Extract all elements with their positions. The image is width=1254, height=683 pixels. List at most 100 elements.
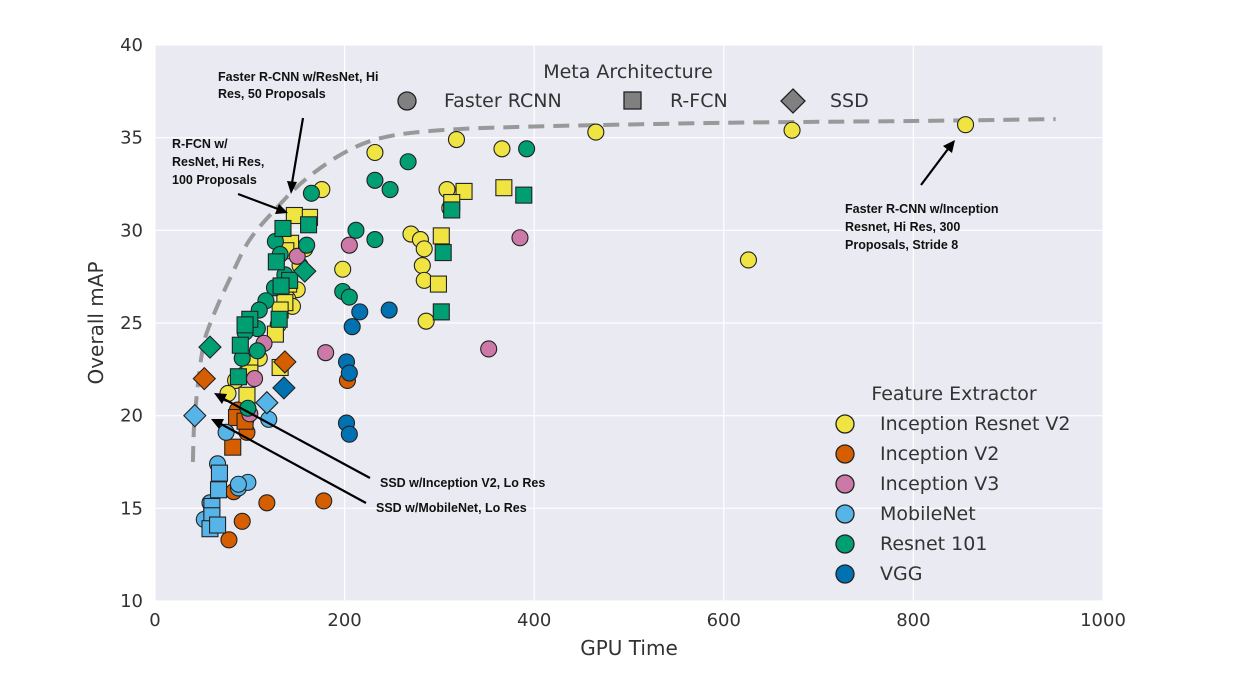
meta-legend-label-faster-rcnn: Faster RCNN [444, 90, 562, 112]
data-point-circle-vgg [340, 425, 358, 443]
data-point-diamond-mobilenet [183, 403, 207, 428]
data-point-circle-inception-resnet-v2 [413, 256, 431, 275]
data-point-circle-inception-resnet-v2 [415, 240, 433, 258]
meta-legend-diamond-icon [780, 88, 806, 114]
data-point-circle-inception-v2 [233, 512, 251, 530]
legend-label-inception-resnet-v2: Inception Resnet V2 [880, 413, 1071, 435]
annotation-faster-rcnn-inception-resnet-line-3: Proposals, Stride 8 [845, 238, 958, 252]
data-point-square-resnet-101 [229, 368, 247, 386]
annotation-ssd-mobilenet-text: SSD w/MobileNet, Lo Res [376, 501, 527, 515]
annotation-faster-rcnn-resnet-line-2: Res, 50 Proposals [218, 87, 326, 101]
data-point-diamond-inception-v2 [273, 350, 297, 374]
data-point-circle-resnet-101 [518, 140, 536, 158]
meta-legend-label-ssd: SSD [830, 90, 869, 112]
annotation-ssd-mobilenet-arrow [220, 423, 367, 504]
x-axis-title: GPU Time [580, 636, 678, 660]
annotation-faster-rcnn-resnet-line-1: Faster R-CNN w/ResNet, Hi [218, 70, 378, 84]
data-point-circle-resnet-101 [366, 231, 384, 249]
data-point-circle-resnet-101 [381, 181, 399, 199]
data-point-circle-inception-resnet-v2 [739, 251, 757, 269]
data-point-square-mobilenet [209, 516, 227, 534]
y-tick-label: 10 [120, 591, 143, 612]
data-point-square-inception-resnet-v2 [285, 206, 303, 225]
data-points [183, 116, 975, 549]
x-tick-label: 0 [149, 610, 160, 631]
data-point-circle-inception-v2 [315, 492, 333, 510]
data-point-square-mobilenet [210, 464, 229, 482]
data-point-square-inception-resnet-v2 [432, 227, 450, 245]
data-point-square-resnet-101 [270, 310, 288, 328]
data-point-circle-vgg [380, 301, 398, 319]
annotation-ssd-mobilenet: SSD w/MobileNet, Lo Res [211, 419, 527, 515]
feature-legend: Feature Extractor Inception Resnet V2 In… [835, 383, 1071, 585]
annotation-ssd-inception-v2-arrowhead [214, 393, 227, 404]
data-point-circle-resnet-101 [302, 184, 320, 202]
y-tick-labels: 10 15 20 25 30 35 40 [120, 35, 143, 612]
data-point-square-resnet-101 [300, 216, 318, 234]
data-point-circle-vgg [340, 364, 358, 382]
legend-label-resnet-101: Resnet 101 [880, 533, 987, 555]
legend-label-inception-v3: Inception V3 [880, 473, 999, 495]
x-tick-label: 600 [707, 610, 741, 631]
data-point-square-resnet-101 [236, 316, 254, 334]
data-point-circle-inception-resnet-v2 [366, 143, 384, 162]
y-tick-label: 20 [120, 406, 143, 427]
annotation-ssd-inception-v2-text: SSD w/Inception V2, Lo Res [380, 476, 545, 490]
annotation-faster-rcnn-resnet: Faster R-CNN w/ResNet, Hi Res, 50 Propos… [218, 70, 378, 194]
y-tick-label: 25 [120, 313, 143, 334]
data-point-square-mobilenet [209, 481, 228, 499]
legend-swatch-resnet-101 [835, 534, 855, 554]
data-point-circle-resnet-101 [340, 288, 358, 306]
data-point-circle-inception-resnet-v2 [447, 130, 466, 149]
data-point-circle-inception-resnet-v2 [415, 271, 433, 289]
data-point-square-resnet-101 [274, 219, 292, 238]
feature-legend-title: Feature Extractor [871, 383, 1037, 405]
data-point-circle-inception-v3 [340, 236, 358, 254]
data-point-circle-inception-resnet-v2 [956, 116, 975, 134]
y-tick-label: 35 [120, 128, 143, 149]
legend-label-mobilenet: MobileNet [880, 503, 976, 525]
data-point-square-resnet-101 [515, 186, 533, 204]
annotation-ssd-mobilenet-arrowhead [211, 419, 224, 429]
annotation-faster-rcnn-resnet-arrowhead [287, 181, 297, 194]
annotation-rfcn-resnet-arrowhead [275, 204, 288, 214]
data-point-square-resnet-101 [434, 244, 452, 262]
data-point-circle-resnet-101 [347, 221, 365, 239]
data-point-square-resnet-101 [231, 336, 249, 354]
data-point-circle-resnet-101 [366, 171, 384, 189]
data-point-square-resnet-101 [267, 253, 285, 271]
data-point-diamond-resnet-101 [198, 335, 222, 359]
legend-swatch-inception-v2 [835, 444, 855, 464]
legend-label-vgg: VGG [880, 563, 922, 585]
annotation-rfcn-resnet-line-1: R-FCN w/ [172, 137, 228, 151]
data-point-circle-inception-resnet-v2 [493, 140, 511, 158]
data-point-circle-vgg [351, 303, 369, 321]
legend-swatch-vgg [835, 564, 855, 584]
annotation-rfcn-resnet-arrow [237, 192, 279, 211]
meta-legend-label-rfcn: R-FCN [670, 90, 728, 112]
legend-swatch-inception-v3 [835, 474, 855, 494]
legend-label-inception-v2: Inception V2 [880, 443, 999, 465]
data-point-square-inception-v2 [224, 438, 242, 456]
data-point-circle-mobilenet [229, 475, 247, 493]
data-point-square-resnet-101 [443, 201, 461, 219]
data-point-diamond-inception-v2 [192, 366, 217, 391]
data-point-circle-inception-resnet-v2 [783, 121, 801, 139]
data-point-circle-inception-v2 [220, 531, 238, 549]
annotation-faster-rcnn-inception-resnet-arrowhead [943, 140, 955, 153]
annotation-faster-rcnn-inception-resnet-line-2: Resnet, Hi Res, 300 [845, 220, 960, 234]
data-point-circle-resnet-101 [298, 236, 316, 254]
annotation-rfcn-resnet-line-2: ResNet, Hi Res, [172, 155, 264, 169]
data-point-diamond-resnet-101 [293, 259, 317, 283]
data-point-circle-inception-resnet-v2 [587, 123, 605, 141]
annotation-rfcn-resnet-line-3: 100 Proposals [172, 173, 257, 187]
data-point-circle-inception-v3 [317, 344, 335, 362]
annotation-faster-rcnn-inception-resnet-line-1: Faster R-CNN w/Inception [845, 202, 999, 216]
data-point-square-resnet-101 [432, 303, 450, 321]
x-tick-label: 400 [517, 610, 551, 631]
data-point-circle-resnet-101 [399, 153, 417, 171]
y-tick-label: 15 [120, 498, 143, 519]
frontier-curve [190, 117, 1056, 463]
meta-legend-title: Meta Architecture [543, 61, 713, 83]
